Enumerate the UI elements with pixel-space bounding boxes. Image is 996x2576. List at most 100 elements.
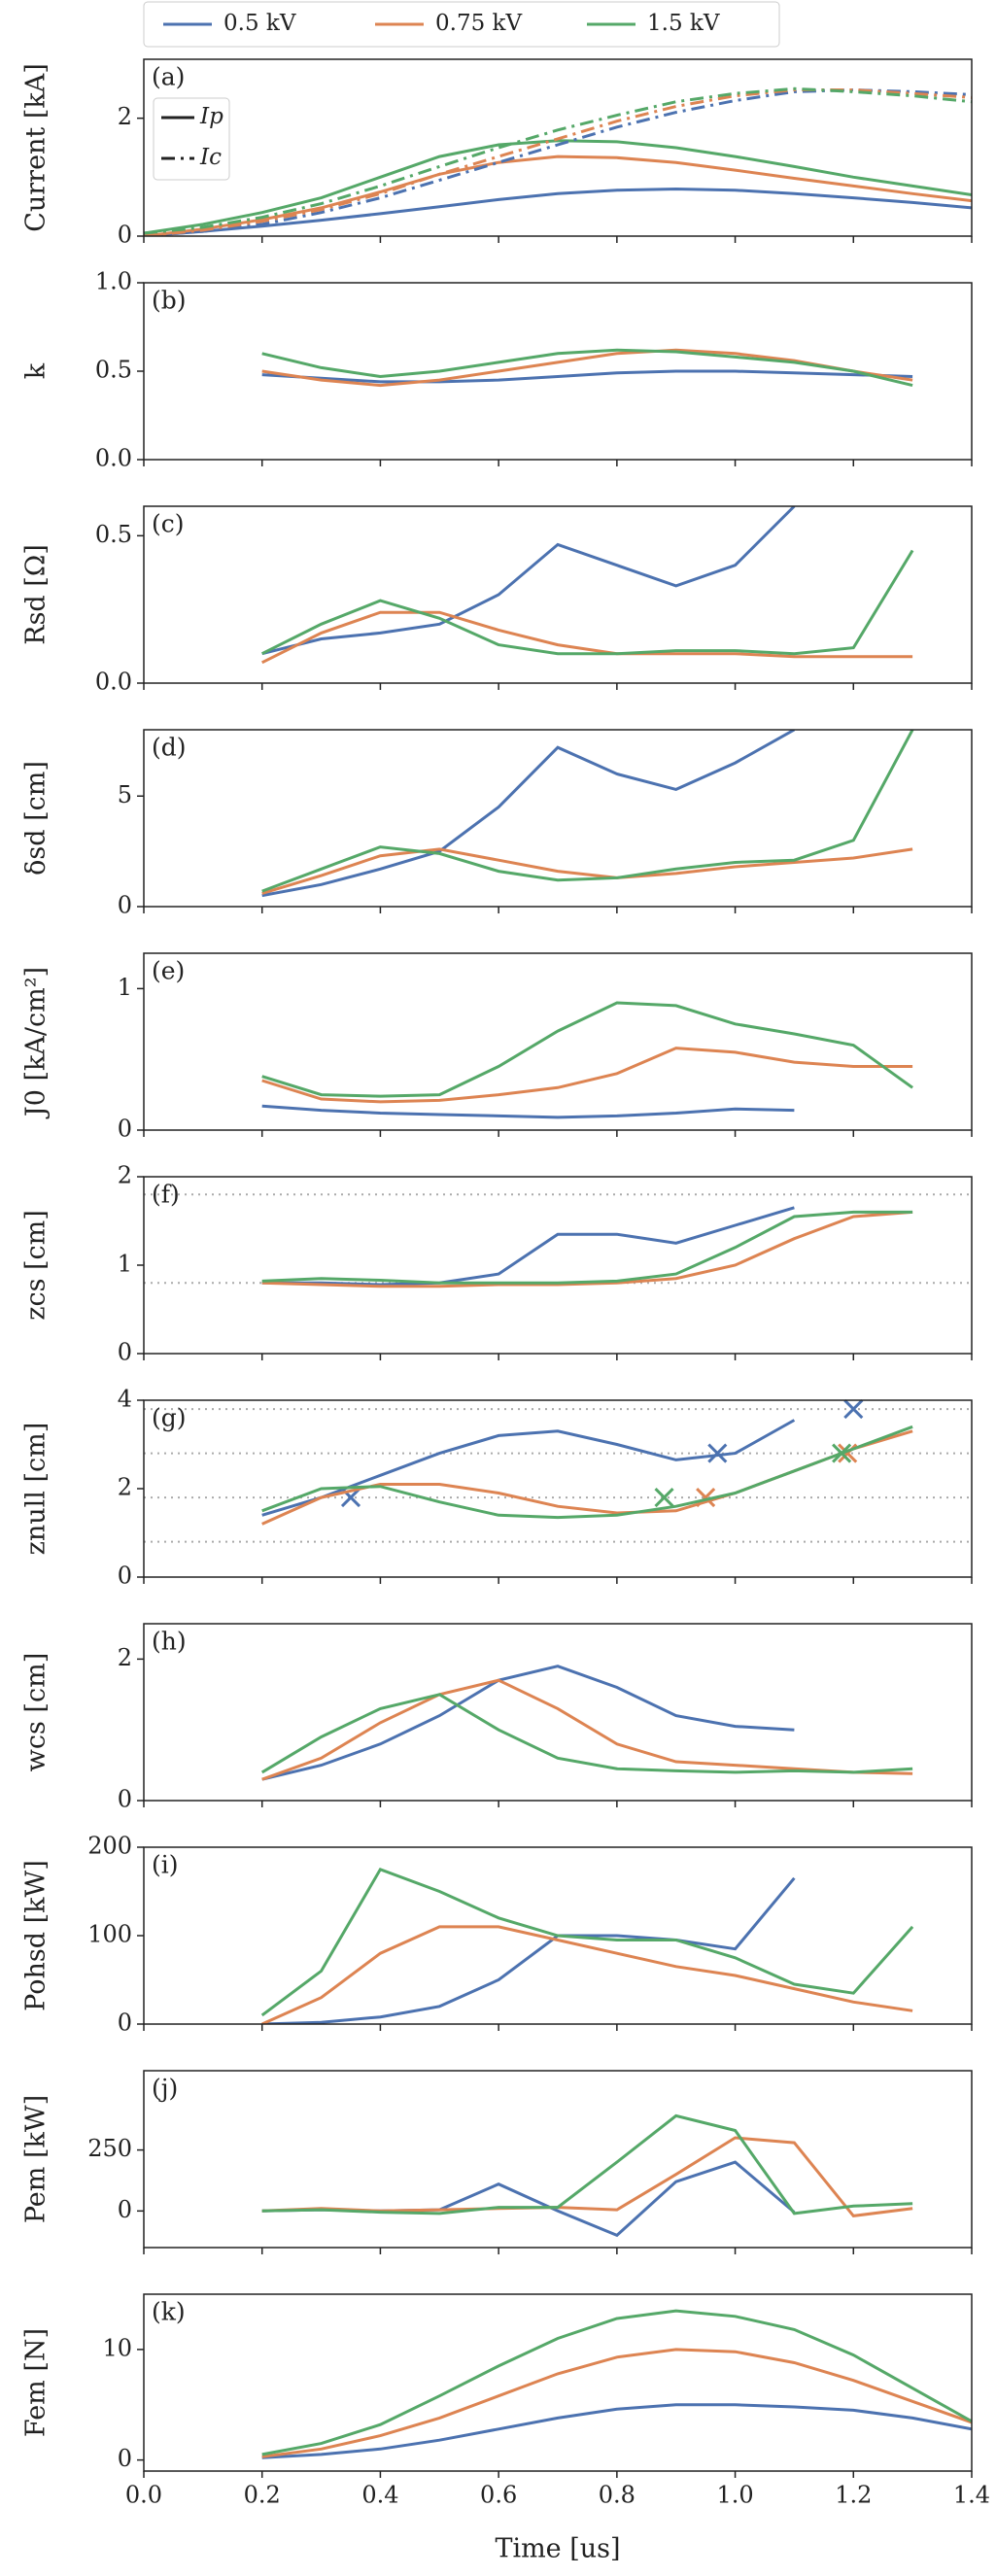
panel-label: (b) (152, 287, 187, 315)
panel: 0 2 (h) wcs [cm] (21, 1623, 973, 1813)
x-tick-label: 0.8 (599, 2482, 635, 2509)
panel: 0 1 (e) J0 [kA/cm²] (21, 952, 973, 1143)
y-tick-label: 250 (87, 2135, 132, 2162)
series-line (261, 1047, 913, 1104)
y-axis-label: Pem [kW] (21, 2095, 52, 2223)
series-line (261, 348, 913, 388)
y-tick-label: 0 (118, 222, 132, 249)
series-line (144, 88, 972, 236)
plot-frame (143, 729, 973, 908)
plot-frame (143, 2070, 973, 2249)
series-line (261, 2136, 913, 2217)
series-line (261, 549, 914, 656)
series-line (261, 506, 796, 656)
y-tick-label: 0 (118, 892, 132, 919)
series-line (261, 1425, 913, 1520)
legend-label: 1.5 kV (647, 11, 720, 36)
series-line (261, 1665, 795, 1781)
series-line (144, 155, 972, 236)
y-tick-label: 5 (118, 781, 132, 808)
series-line (261, 2403, 972, 2459)
legend-label: 0.5 kV (223, 11, 296, 36)
y-axis-label: Rsd [Ω] (21, 544, 52, 645)
series-line (261, 847, 913, 895)
y-tick-label: 4 (118, 1386, 132, 1413)
plot-frame (143, 952, 973, 1131)
y-tick-label: 100 (87, 1921, 132, 1948)
panel: 0 2 4 (g) znull [cm] (21, 1386, 973, 1590)
x-tick-label: 1.4 (953, 2482, 990, 2509)
y-axis-label: k (21, 362, 52, 379)
y-tick-label: 0 (118, 2009, 132, 2037)
series-line (144, 86, 972, 235)
series-line (261, 2113, 913, 2215)
panel-label: (h) (152, 1628, 187, 1656)
x-tick-label: 0.4 (361, 2482, 398, 2509)
cross-marker (843, 1399, 864, 1420)
series-line (261, 610, 913, 665)
y-tick-label: 0 (118, 2445, 132, 2472)
y-tick-label: 10 (102, 2334, 132, 2361)
y-tick-label: 1.0 (95, 268, 132, 295)
y-tick-label: 0 (118, 1116, 132, 1143)
panel-label: (k) (152, 2298, 186, 2326)
series-line (261, 1210, 913, 1285)
panel-label: (g) (152, 1404, 187, 1432)
panel-label: (d) (152, 734, 187, 762)
y-tick-label: 2 (118, 103, 132, 130)
series-line (261, 1429, 913, 1526)
y-axis-label: zcs [cm] (21, 1210, 52, 1321)
cross-marker (832, 1443, 852, 1463)
y-axis-label: Fem [N] (21, 2328, 52, 2437)
y-tick-label: 200 (87, 1833, 132, 1860)
series-line (144, 139, 972, 235)
y-tick-label: 0 (118, 1339, 132, 1366)
series-line (261, 1206, 795, 1287)
series-line (261, 2348, 972, 2458)
series-line (144, 87, 972, 236)
series-line (261, 1678, 913, 1781)
plot-frame (143, 1176, 973, 1355)
plot-frame (143, 1399, 973, 1578)
y-tick-label: 2 (118, 1644, 132, 1671)
x-tick-label: 0.2 (244, 2482, 281, 2509)
series-line (261, 1210, 913, 1288)
y-axis-label: J0 [kA/cm²] (21, 967, 52, 1119)
x-tick-label: 0.0 (125, 2482, 162, 2509)
panel: 0 100 200 (i) Pohsd [kW] (21, 1833, 973, 2037)
panel: 0 1 2 (f) zcs [cm] (21, 1162, 973, 1366)
series-line (261, 1876, 796, 2024)
panel: 0.0 0.5 (c) Rsd [Ω] (21, 505, 973, 696)
series-line (261, 1925, 913, 2024)
x-tick-label: 1.0 (716, 2482, 753, 2509)
series-line (144, 187, 972, 236)
series-line (261, 369, 913, 384)
panel: 0 2 (a) Current [kA] Ip Ic (21, 58, 973, 249)
y-axis-label: wcs [cm] (21, 1653, 52, 1771)
cross-marker (707, 1443, 728, 1463)
series-line (261, 2309, 972, 2456)
panel: 0.0 0.5 1.0 (b) k (21, 268, 973, 472)
x-axis-label: Time [us] (495, 2534, 620, 2564)
y-tick-label: 0.0 (95, 445, 132, 472)
series-line (261, 2160, 796, 2238)
series-line (261, 1104, 795, 1119)
y-axis-label: znull [cm] (21, 1423, 52, 1556)
legend-box (143, 1, 780, 48)
panel-label: (a) (152, 63, 185, 91)
x-tick-label: 1.2 (835, 2482, 872, 2509)
y-axis-label: Current [kA] (21, 63, 52, 232)
style-legend-label: Ip (199, 104, 223, 129)
plot-frame (143, 2293, 973, 2472)
y-axis-label: Pohsd [kW] (21, 1860, 52, 2011)
style-legend-label: Ic (199, 145, 222, 170)
panel-label: (i) (152, 1851, 179, 1879)
series-line (260, 1693, 913, 1774)
series-line (261, 1001, 913, 1098)
x-tick-label: 0.6 (480, 2482, 517, 2509)
y-tick-label: 0.0 (95, 669, 132, 696)
plot-frame (143, 1623, 973, 1802)
y-tick-label: 1 (118, 1251, 132, 1278)
series-line (261, 730, 796, 898)
